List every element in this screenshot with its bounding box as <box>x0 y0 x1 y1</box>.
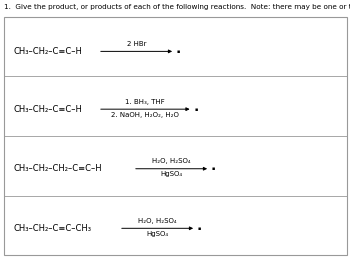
Text: ▪: ▪ <box>177 49 180 54</box>
Text: CH₃–CH₂–C≡C–H: CH₃–CH₂–C≡C–H <box>14 47 83 56</box>
Text: ▪: ▪ <box>212 166 215 171</box>
Text: CH₃–CH₂–CH₂–C≡C–H: CH₃–CH₂–CH₂–C≡C–H <box>14 164 103 173</box>
Text: CH₃–CH₂–C≡C–H: CH₃–CH₂–C≡C–H <box>14 105 83 114</box>
Text: HgSO₄: HgSO₄ <box>160 171 183 177</box>
Text: ▪: ▪ <box>194 107 197 112</box>
Text: 2 HBr: 2 HBr <box>127 41 146 47</box>
Text: 1.  Give the product, or products of each of the following reactions.  Note: the: 1. Give the product, or products of each… <box>4 4 350 10</box>
Text: H₂O, H₂SO₄: H₂O, H₂SO₄ <box>138 218 177 224</box>
Text: ▪: ▪ <box>198 226 201 231</box>
Text: 2. NaOH, H₂O₂, H₂O: 2. NaOH, H₂O₂, H₂O <box>111 112 179 118</box>
Text: H₂O, H₂SO₄: H₂O, H₂SO₄ <box>152 158 191 164</box>
Text: CH₃–CH₂–C≡C–CH₃: CH₃–CH₂–C≡C–CH₃ <box>14 224 92 233</box>
Text: HgSO₄: HgSO₄ <box>146 231 169 237</box>
Text: 1. BH₃, THF: 1. BH₃, THF <box>125 98 165 104</box>
